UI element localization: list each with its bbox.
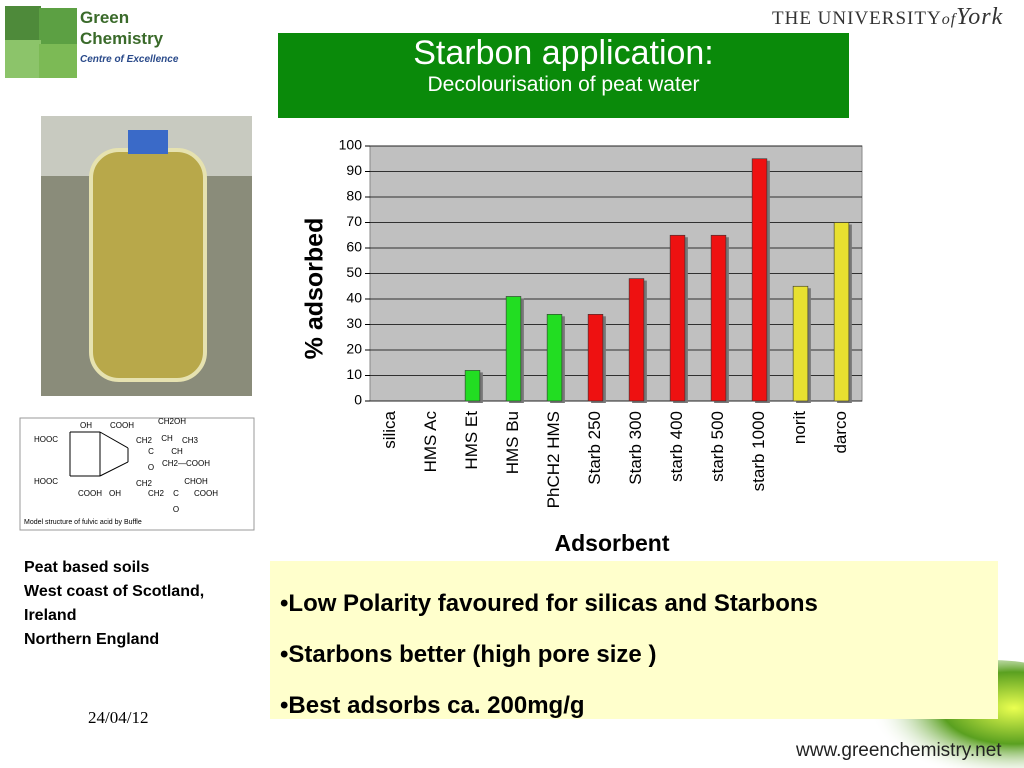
y-tick-label: 80 xyxy=(346,188,362,204)
atom-label: CH2 xyxy=(148,489,165,498)
logo-text: Green Chemistry Centre of Excellence xyxy=(80,7,178,70)
atom-label: HOOC xyxy=(34,477,58,486)
bar xyxy=(628,278,645,402)
atom-label: O xyxy=(173,505,179,514)
bullets: •Low Polarity favoured for silicas and S… xyxy=(280,578,818,731)
bar xyxy=(751,158,768,402)
x-tick-label: starb 500 xyxy=(708,411,727,482)
bullet-box xyxy=(270,561,998,719)
bar xyxy=(464,370,481,402)
x-tick-label: silica xyxy=(380,410,399,448)
x-tick-label: HMS Et xyxy=(462,411,481,470)
atom-label: CH2OH xyxy=(158,417,186,426)
logo-square xyxy=(5,6,41,42)
url: www.greenchemistry.net xyxy=(796,740,1002,761)
bottle-cap xyxy=(128,130,168,154)
y-tick-label: 70 xyxy=(346,213,362,229)
atom-label: CH3 xyxy=(182,436,199,445)
atom-label: HOOC xyxy=(34,435,58,444)
slide-title: Starbon application: xyxy=(413,34,714,72)
y-tick-label: 50 xyxy=(346,264,362,280)
location-line: Northern England xyxy=(24,631,160,648)
y-tick-label: 100 xyxy=(339,137,363,153)
logo-line: Green xyxy=(80,8,130,27)
atom-label: CH2—COOH xyxy=(162,459,210,468)
date: 24/04/12 xyxy=(88,708,149,727)
x-axis-label: Adsorbent xyxy=(555,530,670,556)
atom-label: OH xyxy=(109,489,121,498)
x-tick-label: starb 1000 xyxy=(749,411,768,491)
bullet: •Best adsorbs ca. 200mg/g xyxy=(280,692,585,719)
bar xyxy=(792,285,809,402)
bond xyxy=(99,431,129,449)
molecule-box xyxy=(19,417,255,531)
x-tick-label: HMS Ac xyxy=(421,411,440,473)
bar xyxy=(505,296,522,402)
bar xyxy=(669,234,686,402)
bond xyxy=(99,461,129,477)
atom-label: CH xyxy=(171,447,183,456)
bar xyxy=(710,234,727,402)
atom-label: CHOH xyxy=(184,477,208,486)
atom-label: C xyxy=(173,489,179,498)
atom-label: OH xyxy=(80,421,92,430)
x-tick-label: Starb 250 xyxy=(585,411,604,485)
y-tick-label: 0 xyxy=(354,392,362,408)
atom-label: O xyxy=(148,463,154,472)
university: THE UNIVERSITYofYork xyxy=(772,4,1003,31)
atom-label: CH2 xyxy=(136,436,153,445)
x-tick-label: PhCH2 HMS xyxy=(544,411,563,508)
logo-square xyxy=(5,40,41,78)
x-tick-label: starb 400 xyxy=(667,411,686,482)
y-tick-label: 20 xyxy=(346,341,362,357)
logo-square xyxy=(39,44,77,78)
location-line: Peat based soils xyxy=(24,559,150,576)
y-axis-label: % adsorbed xyxy=(301,218,329,360)
location-line: Ireland xyxy=(24,607,77,624)
atom-label: CH2 xyxy=(136,479,153,488)
atom-label: C xyxy=(148,447,154,456)
title-block: Starbon application: Decolourisation of … xyxy=(278,34,849,97)
y-tick-label: 40 xyxy=(346,290,362,306)
atom-label: COOH xyxy=(194,489,218,498)
atom-label: COOH xyxy=(78,489,102,498)
x-tick-label: HMS Bu xyxy=(503,411,522,474)
logo-line: Chemistry xyxy=(80,29,164,48)
bullet: •Low Polarity favoured for silicas and S… xyxy=(280,590,818,617)
y-tick-label: 30 xyxy=(346,315,362,331)
molecule-caption: Model structure of fulvic acid by Buffle xyxy=(24,519,142,526)
y-tick-label: 10 xyxy=(346,366,362,382)
x-tick-label: norit xyxy=(790,411,809,444)
bar xyxy=(546,313,563,402)
y-tick-label: 60 xyxy=(346,239,362,255)
x-tick-label: Starb 300 xyxy=(626,411,645,485)
bar xyxy=(587,313,604,402)
university-of: of xyxy=(941,11,957,28)
logo-square xyxy=(39,8,77,46)
logo-line: Centre of Excellence xyxy=(80,54,179,65)
y-tick-label: 90 xyxy=(346,162,362,178)
location-line: West coast of Scotland, xyxy=(24,583,205,600)
bullet: •Starbons better (high pore size ) xyxy=(280,641,657,668)
atom-label: CH xyxy=(161,434,173,443)
x-tick-label: darco xyxy=(831,411,850,454)
university-name: York xyxy=(956,4,1004,30)
locations: Peat based soils West coast of Scotland, I… xyxy=(24,556,204,652)
title-band xyxy=(278,33,849,118)
bar xyxy=(833,222,850,402)
atom-label: COOH xyxy=(110,421,134,430)
university-prefix: THE UNIVERSITY xyxy=(772,8,942,29)
slide-subtitle: Decolourisation of peat water xyxy=(427,73,700,96)
